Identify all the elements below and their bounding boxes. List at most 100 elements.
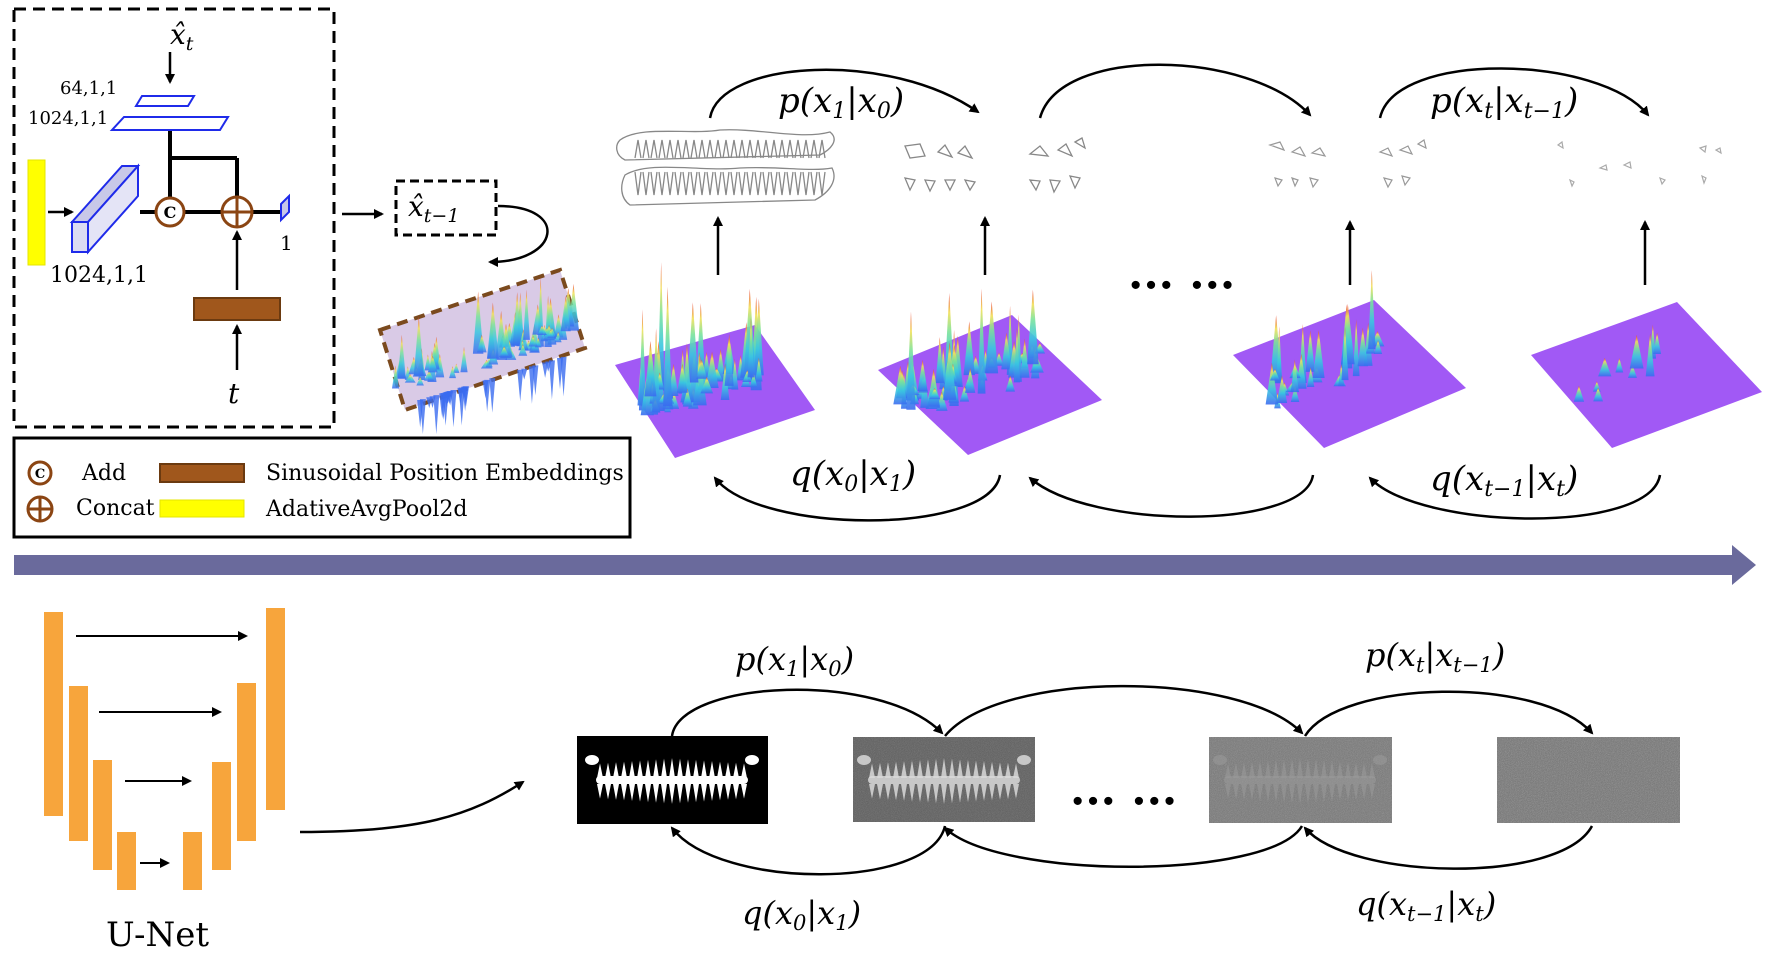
surface-spike [1270,368,1280,381]
surface-spike [1265,362,1279,405]
contour-2 [903,137,1087,194]
unet-dec-3 [212,762,231,870]
top-arc-2 [1038,63,1312,119]
concat-node [154,196,186,228]
surface-spike [1573,385,1585,402]
surface-spike [747,317,755,378]
prediction-spike [498,346,510,357]
surface-spike [663,286,673,407]
surface-spike [959,385,970,402]
surface-spike [1305,330,1316,372]
prediction-spike [528,336,538,347]
surface-spike [1352,319,1360,377]
prediction-spike [435,353,445,378]
prediction-spike [517,369,524,402]
feature-slab-side [71,221,89,253]
bottom-chain: p(x1|x0) p(xt|xt−1) q(x0|x1) q(xt−1|xt) … [577,636,1680,935]
surface-spike [1373,340,1383,354]
surface-spike [1341,326,1349,381]
output-cube [280,193,290,223]
surface-spike [749,372,758,388]
surface-spike [963,321,976,376]
bottom-p1-label: p(x1|x0) [735,640,854,681]
feature-slab-face [87,163,139,255]
denoise-module: x̂t 64,1,1 1024,1,1 1024,1,1 C 1 [12,7,336,429]
unet-enc-1 [44,612,63,816]
bottom-q0-label: q(x0|x1) [742,894,861,935]
top-chain: p(x1|x0) p(xt|xt−1) q(x0|x1) q(xt−1|xt) … [615,63,1762,522]
surface-spike [893,365,908,405]
unet-label: U-Net [106,915,209,955]
dim-1024-bottom-label: 1024,1,1 [50,263,148,288]
surface-spike [687,302,699,383]
dim-1024-top-label: 1024,1,1 [28,108,108,129]
prediction-spike [397,334,406,379]
legend-pool-swatch [159,499,245,518]
surface-spike [906,311,916,410]
surface-spike [1001,332,1012,370]
legend-border [12,436,632,539]
surface-spike [638,309,647,411]
prediction-spike [547,329,555,338]
bottom-image-4-noise [1497,737,1680,823]
prediction-label: x̂t−1 [408,190,459,227]
prediction-spike [416,377,424,386]
surface-spike [696,359,708,379]
unet-bottleneck-right [183,832,202,890]
surface-spike [1276,326,1283,383]
surface-spike [1645,333,1655,377]
surface-spike [917,359,928,392]
surface-spike [1653,332,1662,354]
module-input-label: x̂t [170,18,194,55]
output-dim-label: 1 [280,231,293,255]
surface-spike [929,388,941,400]
legend: C Add Concat Sinusoidal Position Embeddi… [12,436,632,539]
top-q0-label: q(x0|x1) [790,454,916,497]
prediction-spike [512,292,522,346]
concat-node-label: C [164,203,177,222]
surface-spike [1030,356,1044,373]
prediction-spike [457,387,464,404]
unet-dec-1 [266,608,285,810]
top-back-arc-3 [1368,474,1662,520]
divider-head [1732,545,1756,585]
plate-64 [134,95,196,107]
bottom-back-arc-2 [943,825,1304,868]
plate-1024-top [109,116,230,131]
module-dashed-border [12,7,336,429]
contour-1 [616,129,835,206]
prediction-spike [453,363,460,373]
surface-spike [1368,270,1376,350]
teeth-mask-3 [1213,755,1387,804]
prediction-spike [537,325,547,335]
surface-spike [1290,359,1299,393]
surface-spike [705,351,719,389]
divider-shaft [14,555,1734,575]
prediction-spike [532,304,544,335]
prediction-spike [424,370,435,381]
surface-spike [644,341,657,397]
bottom-arc-2 [944,684,1304,737]
legend-pool-label: AdativeAvgPool2d [265,497,467,522]
prediction-spike [460,346,468,373]
unet-enc-3 [93,760,112,870]
prediction-block: x̂t−1 [342,179,588,435]
prediction-spike [472,291,484,354]
top-arc-3 [1378,67,1650,119]
divider-arrow [14,545,1756,585]
prediction-spike [542,362,549,378]
bottom-ellipsis: ··· ··· [1070,776,1177,827]
teeth-mask-2 [857,755,1031,804]
legend-embedding-label: Sinusoidal Position Embeddings [266,461,624,486]
prediction-spike [518,340,526,350]
surface-spike [1013,327,1021,383]
pred-curve-arrow [488,204,549,267]
teeth-mask-1 [585,755,759,804]
unet: U-Net [44,608,525,955]
surface-spike [977,288,986,394]
prediction-spike [560,295,571,332]
surface-spike [1615,358,1624,373]
surface-spike [676,363,688,393]
prediction-spike [426,397,433,409]
